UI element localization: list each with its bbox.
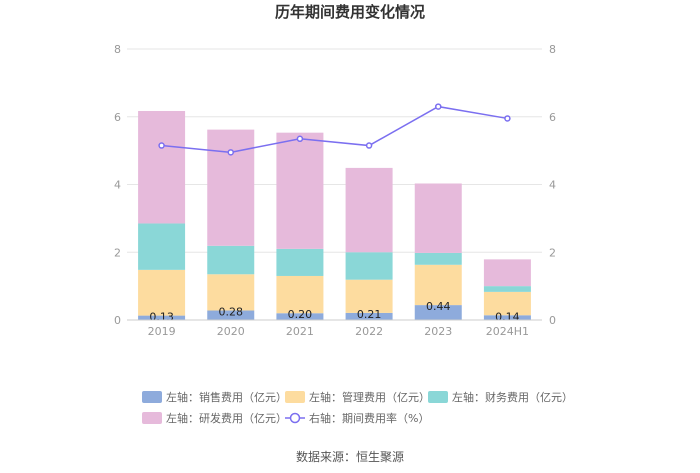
line-point [365,142,373,149]
legend-item: 左轴：管理费用（亿元） [285,390,430,404]
grid [127,48,542,253]
x-axis-tick: 2019 [148,325,176,338]
bar-segment [207,245,255,275]
legend-label: 左轴：销售费用（亿元） [166,390,287,404]
line-point [227,149,234,156]
bar-segment [276,313,324,320]
bar-segment [207,310,255,320]
expense-ratio-line [158,103,511,156]
left-axis-tick: 8 [114,43,121,56]
bar-segment [138,315,186,320]
bar-segment [345,279,393,313]
bar-segment [207,274,255,311]
bar-segment [207,129,255,246]
legend-label: 左轴：研发费用（亿元） [166,411,287,425]
right-axis-tick: 6 [549,111,556,124]
chart-title: 历年期间费用变化情况 [275,3,425,21]
left-axis-tick: 4 [114,179,121,192]
bar-segment [276,132,324,249]
bar-segment [483,286,531,292]
bar-segment [276,248,324,276]
right-axis-tick: 0 [549,314,556,327]
data-label: 0.13 [149,311,174,324]
data-label: 0.20 [288,308,313,321]
bar-segment [138,269,186,316]
bar-segment [345,252,393,280]
data-label: 0.14 [495,310,520,323]
x-axis-tick: 2020 [217,325,245,338]
legend-item: 左轴：研发费用（亿元） [142,411,287,425]
right-axis-tick: 4 [549,179,556,192]
bar-segment [483,291,531,316]
left-axis-tick: 2 [114,246,121,259]
legend-label: 右轴：期间费用率（%） [309,411,429,425]
left-axis: 0 2 4 6 8 [114,43,121,327]
x-axis-tick: 2024H1 [486,325,529,338]
legend-item: 右轴：期间费用率（%） [285,411,429,425]
bar-segment [414,305,462,320]
data-label: 0.28 [219,306,244,319]
bar-segment [414,183,462,253]
bar-segment [414,264,462,306]
line-path [161,105,508,154]
data-label: 0.44 [426,300,451,313]
bar-segment [483,259,531,287]
line-point [504,115,511,122]
left-axis-tick: 0 [114,314,121,327]
left-axis-tick: 6 [114,111,121,124]
bar-segment [138,110,186,224]
data-source: 数据来源：恒生聚源 [296,449,404,464]
legend-label: 左轴：管理费用（亿元） [309,390,430,404]
right-axis-tick: 8 [549,43,556,56]
bar-segment [345,167,393,253]
legend: 左轴：销售费用（亿元） 左轴：管理费用（亿元） 左轴：财务费用（亿元） 左轴：研发费用… [142,390,573,425]
x-axis-tick: 2021 [286,325,314,338]
right-axis-tick: 2 [549,246,556,259]
bar-segment [414,252,462,265]
data-label: 0.21 [357,308,382,321]
line-point [158,142,165,149]
right-axis: 0 2 4 6 8 [549,43,556,327]
legend-swatch [142,412,162,424]
legend-label: 左轴：财务费用（亿元） [452,390,573,404]
legend-swatch-marker [289,412,301,424]
legend-item: 左轴：财务费用（亿元） [428,390,573,404]
legend-item: 左轴：销售费用（亿元） [142,390,287,404]
legend-swatch [428,391,448,403]
line-point [435,103,442,110]
bar-segment [345,312,393,320]
legend-swatch [142,391,162,403]
line-point [296,135,304,143]
x-axis-tick: 2022 [355,325,383,338]
x-axis-tick: 2023 [424,325,452,338]
legend-swatch [285,391,305,403]
bar-segment [276,275,324,314]
bar-segment [483,315,531,320]
x-axis: 2019 2020 2021 2022 2023 2024H1 [127,319,542,338]
bar-segment [138,223,186,270]
